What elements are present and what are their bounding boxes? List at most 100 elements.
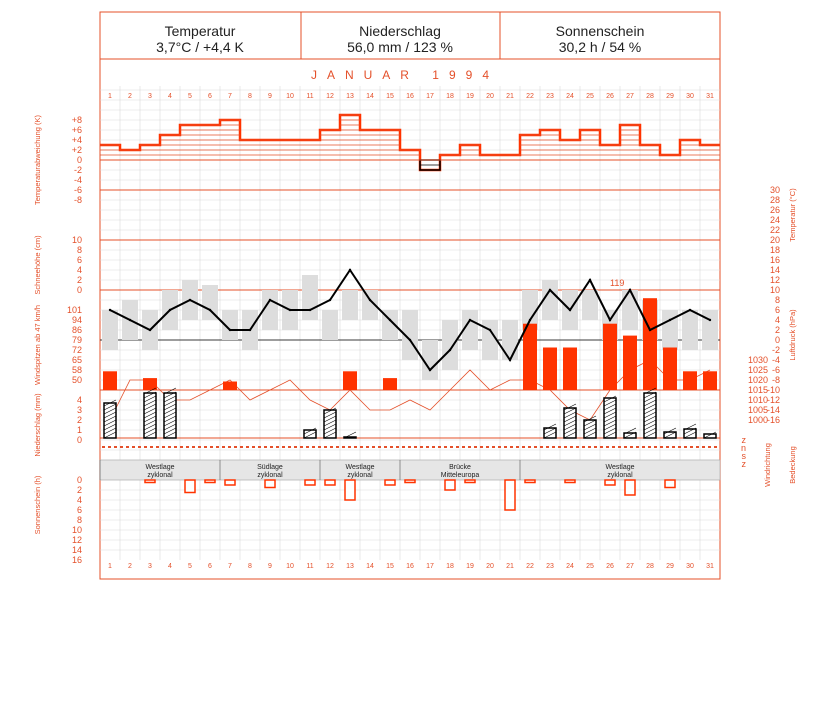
temp-mean-point [308,308,312,312]
temp-mean-point [668,318,672,322]
anomaly-step-line [100,113,720,172]
temp-mean-point [568,308,572,312]
tick-wind-direction: z [742,435,747,445]
tick-sunshine: 2 [77,485,82,495]
wind-direction-mark [240,446,243,448]
precip-hatch [163,387,177,395]
tick-wind-direction: s [742,451,747,461]
wind-direction-mark [684,446,687,448]
weather-type-row: WestlagezyklonalSüdlagezyklonalWestlagez… [99,459,721,481]
wind-direction-mark [642,446,645,448]
temperature-range-band [102,275,718,380]
header-sun-value: 30,2 h / 54 % [559,39,642,55]
wind-direction-mark [378,446,381,448]
wind-direction-mark [714,446,717,448]
wind-direction-mark [186,446,189,448]
temp-mean-point [128,318,132,322]
precip-hatch [643,423,657,431]
temp-mean-point [528,318,532,322]
precip-hatch [143,395,157,403]
wind-direction-mark [600,446,603,448]
precip-hatch [543,427,557,435]
tick-temp-anomaly: -8 [74,195,82,205]
wind-bar [603,323,617,390]
precip-hatch [163,403,177,411]
wind-direction-mark [312,446,315,448]
sunshine-bar [524,479,536,484]
header-precip-value: 56,0 mm / 123 % [347,39,453,55]
wind-direction-mark [690,446,693,448]
tick-sunshine: 14 [72,545,82,555]
wind-direction-mark [648,446,651,448]
precip-hatch [323,423,337,431]
wind-direction-mark [228,446,231,448]
day-label: 21 [506,93,514,100]
day-label: 13 [346,93,354,100]
sunshine-bar [264,479,276,489]
precip-hatch [323,415,337,423]
tick-temperature: -12 [767,395,780,405]
wind-direction-mark [444,446,447,448]
precip-hatch [643,395,657,403]
precip-hatch [143,403,157,411]
wind-bar [543,347,557,390]
temp-range-bar [342,290,358,320]
sunshine-bar [324,479,336,486]
wind-direction-mark [144,446,147,448]
tick-snow: 10 [72,235,82,245]
tick-pressure: 1025 [748,365,768,375]
day-label: 14 [366,93,374,100]
temp-mean-point [108,308,112,312]
day-label: 8 [248,563,252,570]
precip-hatch [143,427,157,435]
precip-hatch [143,391,157,399]
precip-hatch [163,427,177,435]
weather-type-label: Westlage [605,464,634,471]
precip-hatch [163,399,177,407]
tick-sunshine: 4 [77,495,82,505]
temp-range-bar [202,285,218,320]
wind-direction-mark [516,446,519,448]
tick-temperature: 18 [770,245,780,255]
axis-label-wind-direction: Windrichtung [763,443,772,487]
temp-mean-point [468,318,472,322]
day-label: 25 [586,563,594,570]
tick-temp-anomaly: +8 [72,115,82,125]
wind-direction-mark [474,446,477,448]
precip-hatch [603,395,617,403]
wind-bar [143,378,157,390]
wind-direction-mark [480,446,483,448]
tick-sunshine: 10 [72,525,82,535]
precip-hatch [323,407,337,415]
axis-label-pressure: Luftdruck (hPa) [788,309,797,361]
temp-range-bar [322,310,338,340]
day-label: 27 [626,93,634,100]
wind-direction-mark [204,446,207,448]
day-label: 18 [446,93,454,100]
wind-bar [683,371,697,390]
wind-direction-mark [330,446,333,448]
precip-hatch [683,423,697,431]
precip-hatch [303,431,317,439]
day-label: 31 [706,563,714,570]
wind-direction-mark [504,446,507,448]
temp-mean-point [448,348,452,352]
wind-direction-mark [432,446,435,448]
day-label: 31 [706,93,714,100]
precip-hatch [143,423,157,431]
day-label: 16 [406,93,414,100]
sunshine-bar [564,479,576,484]
axis-label-cloud-cover: Bedeckung [788,446,797,484]
temp-mean-point [248,328,252,332]
tick-precip: 4 [77,395,82,405]
day-label: 7 [228,93,232,100]
precip-hatch [343,431,357,439]
wind-direction-mark [336,446,339,448]
precip-hatch [163,419,177,427]
temp-mean-point [388,318,392,322]
day-labels-bottom: 1 2 3 4 5 6 7 8 9 10 11 12 13 14 15 16 17 18 19 20 21 22 23 24 2… [108,563,714,570]
weather-type-label: Westlage [345,464,374,471]
day-label: 10 [286,563,294,570]
wind-peaks-bars [103,298,717,390]
